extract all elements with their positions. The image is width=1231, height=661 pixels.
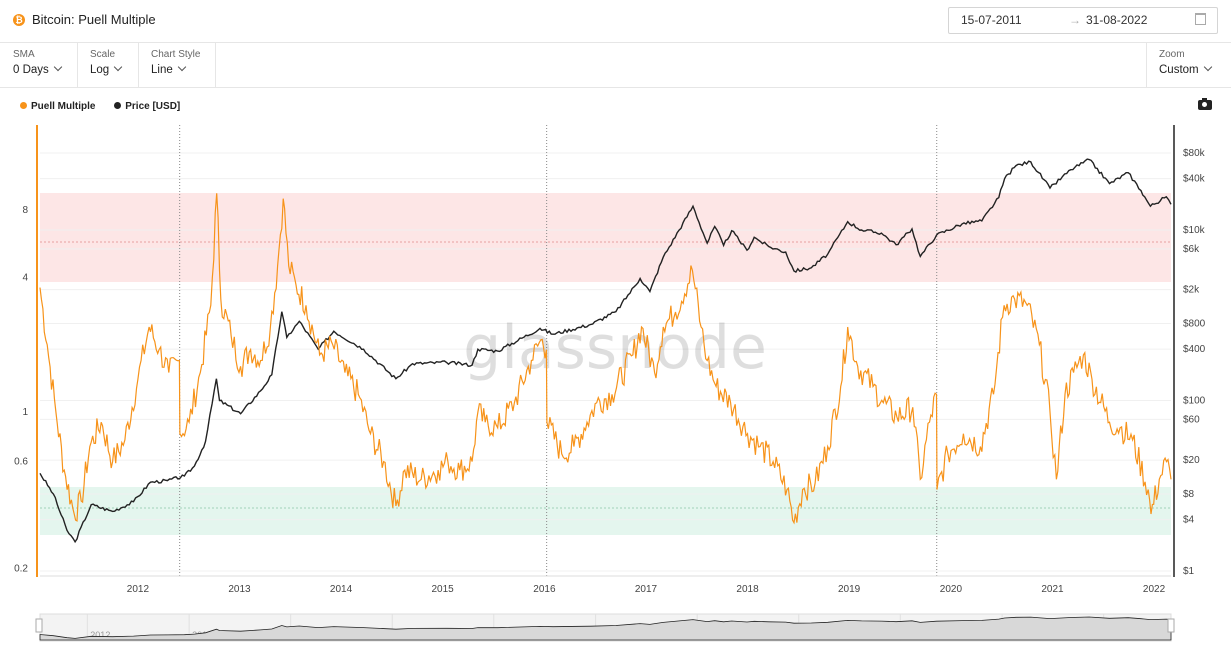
x-tick-label: 2015 <box>431 584 454 595</box>
arrow-icon: → <box>1069 13 1081 27</box>
left-axis: 0.2 0.6 1 4 8 <box>14 205 28 574</box>
top-bar: ₿ Bitcoin: Puell Multiple 15-07-2011 → 3… <box>0 0 1231 43</box>
right-tick-label: $100 <box>1183 395 1206 406</box>
puell-series-line <box>39 193 1172 525</box>
right-tick-label: $8 <box>1183 489 1195 500</box>
date-range-picker[interactable]: 15-07-2011 → 31-08-2022 <box>948 7 1218 34</box>
legend-dot <box>20 102 27 109</box>
camera-icon[interactable] <box>1198 98 1212 110</box>
sma-label: SMA <box>13 49 35 60</box>
legend-dot <box>114 102 122 109</box>
right-tick-label: $80k <box>1183 148 1206 159</box>
gridlines <box>40 152 1171 572</box>
left-tick-label: 1 <box>22 407 28 418</box>
legend-label: Price [USD] <box>125 101 181 112</box>
red-band <box>40 193 1171 282</box>
right-tick-label: $60 <box>1183 414 1200 425</box>
left-tick-label: 8 <box>22 205 28 216</box>
chart-style-label: Chart Style <box>151 49 201 60</box>
right-tick-label: $2k <box>1183 285 1200 296</box>
x-tick-label: 2013 <box>228 584 251 595</box>
legend-item-puell[interactable]: Puell Multiple <box>20 101 95 112</box>
navigator-series <box>39 616 1172 641</box>
x-tick-label: 2019 <box>838 584 861 595</box>
price-series-line <box>39 158 1172 544</box>
scale-value: Log <box>90 64 110 76</box>
chart-controls: SMA 0 Days Scale Log Chart Style Line Zo… <box>0 43 1231 88</box>
x-tick-label: 2017 <box>635 584 658 595</box>
page-title: Bitcoin: Puell Multiple <box>32 12 156 27</box>
date-to[interactable]: 31-08-2022 <box>1086 13 1148 27</box>
right-tick-label: $20 <box>1183 455 1200 466</box>
navigator-left-handle[interactable] <box>35 618 43 633</box>
x-tick-label: 2016 <box>533 584 556 595</box>
navigator-right-handle[interactable] <box>1167 618 1175 633</box>
scale-dropdown[interactable]: Scale Log <box>77 43 139 87</box>
right-tick-label: $800 <box>1183 319 1206 330</box>
watermark: glassnode <box>463 313 767 383</box>
zoom-label: Zoom <box>1159 49 1185 60</box>
calendar-icon[interactable] <box>1195 13 1206 25</box>
scale-label: Scale <box>90 49 116 60</box>
x-tick-label: 2014 <box>330 584 353 595</box>
sma-dropdown[interactable]: SMA 0 Days <box>0 43 78 87</box>
chart-style-dropdown[interactable]: Chart Style Line <box>138 43 216 87</box>
x-tick-label: 2020 <box>940 584 963 595</box>
x-tick-label: 2021 <box>1041 584 1064 595</box>
legend-label: Puell Multiple <box>31 101 96 112</box>
bitcoin-icon: ₿ <box>13 14 25 26</box>
chart-legend: Puell Multiple Price [USD] <box>20 101 196 112</box>
left-tick-label: 0.2 <box>14 563 28 574</box>
legend-item-price[interactable]: Price [USD] <box>114 101 180 112</box>
right-tick-label: $400 <box>1183 344 1206 355</box>
zoom-dropdown[interactable]: Zoom Custom <box>1146 43 1231 87</box>
green-band <box>40 487 1171 535</box>
right-axis: $1 $4 $8 $20 $60 $100 $400 $800 $2k $6k $10k $40k $8… <box>1183 148 1206 577</box>
right-tick-label: $1 <box>1183 566 1195 577</box>
right-tick-label: $10k <box>1183 225 1206 236</box>
navigator-year-label: 2012 <box>90 630 110 640</box>
right-tick-label: $6k <box>1183 244 1200 255</box>
right-tick-label: $4 <box>1183 515 1195 526</box>
right-tick-label: $40k <box>1183 174 1206 185</box>
left-tick-label: 4 <box>22 272 28 283</box>
zoom-value: Custom <box>1159 64 1199 76</box>
date-from[interactable]: 15-07-2011 <box>961 13 1022 27</box>
x-tick-label: 2022 <box>1143 584 1166 595</box>
chart-style-value: Line <box>151 64 173 76</box>
sma-value: 0 Days <box>13 64 49 76</box>
left-tick-label: 0.6 <box>14 457 28 468</box>
x-axis: 2012 2013 2014 2015 2016 2017 2018 2019 2020 2021… <box>127 584 1166 595</box>
x-tick-label: 2018 <box>736 584 759 595</box>
x-tick-label: 2012 <box>127 584 150 595</box>
